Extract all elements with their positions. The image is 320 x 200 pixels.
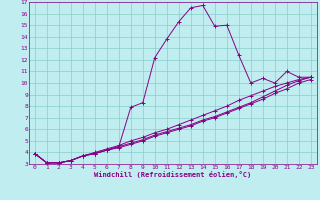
- X-axis label: Windchill (Refroidissement éolien,°C): Windchill (Refroidissement éolien,°C): [94, 171, 252, 178]
